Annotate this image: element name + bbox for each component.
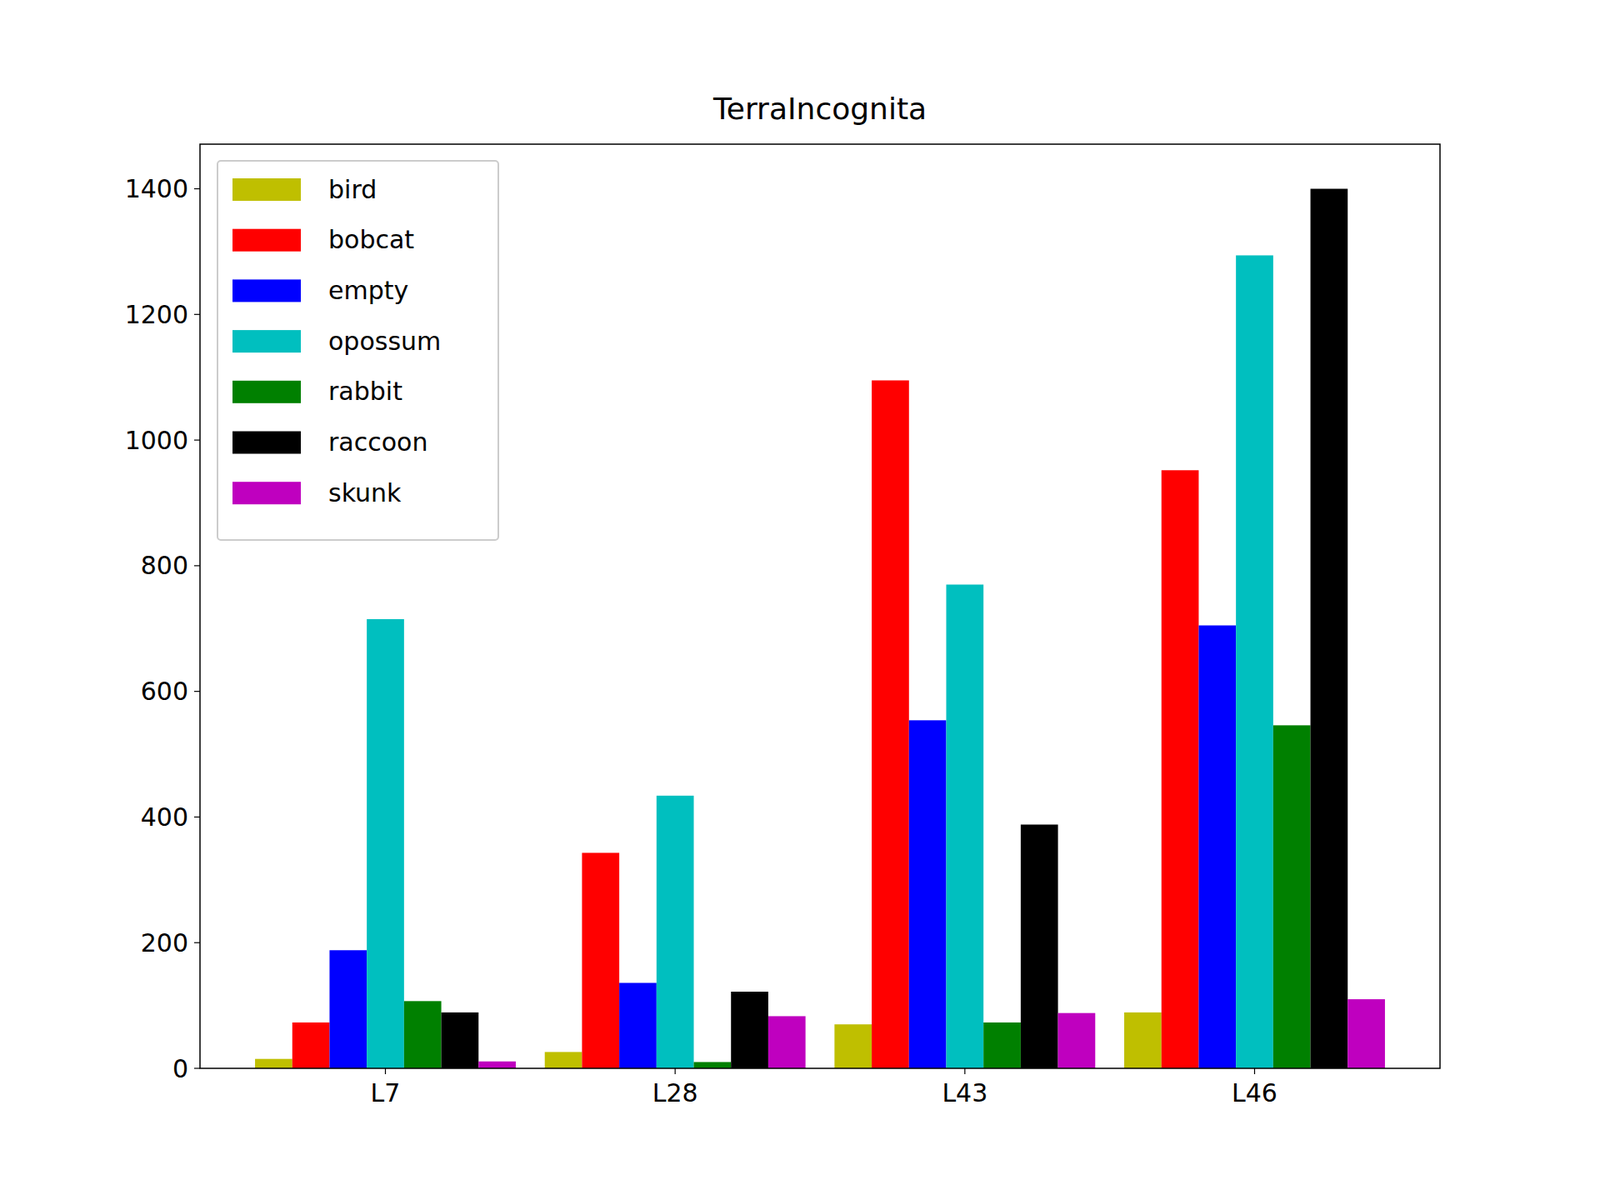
y-tick <box>194 439 200 440</box>
y-tick-label: 800 <box>140 550 189 580</box>
plot-frame <box>200 144 1440 1069</box>
bar <box>1235 255 1274 1069</box>
bar <box>292 1022 330 1069</box>
bar <box>255 1059 293 1069</box>
y-tick-label: 600 <box>140 676 189 706</box>
bar <box>694 1061 732 1069</box>
legend-label: raccoon <box>328 427 428 457</box>
bar <box>871 380 910 1069</box>
bar <box>441 1012 480 1069</box>
legend-swatch <box>232 279 301 302</box>
bar <box>581 852 620 1069</box>
bar <box>478 1061 516 1069</box>
x-tick-label: L28 <box>652 1078 699 1108</box>
chart-title: TerraIncognita <box>712 91 927 126</box>
y-tick-label: 200 <box>140 928 189 958</box>
legend-label: empty <box>328 275 409 305</box>
y-tick <box>194 816 200 818</box>
bar <box>730 991 769 1069</box>
chart-container: 0 200 400 600 800 1000 1200 1400 L7 L28 L43 L46 Terr… <box>0 0 1600 1200</box>
bar <box>1273 725 1311 1069</box>
legend-swatch <box>232 229 301 252</box>
x-tick <box>675 1068 676 1075</box>
bar <box>909 720 947 1069</box>
bar <box>768 1015 806 1069</box>
legend-label: rabbit <box>328 376 403 406</box>
background <box>0 0 1600 1200</box>
bar <box>619 982 657 1069</box>
y-tick-label: 0 <box>172 1054 189 1084</box>
legend-label: bird <box>328 175 377 205</box>
y-tick-label: 400 <box>140 802 189 832</box>
bar <box>1020 824 1059 1069</box>
y-tick <box>194 314 200 315</box>
bar <box>1058 1013 1096 1069</box>
bar <box>656 795 695 1069</box>
y-tick <box>194 565 200 566</box>
legend-label: opossum <box>328 326 441 356</box>
legend-label: skunk <box>328 478 402 508</box>
legend-swatch <box>232 481 301 505</box>
legend-box <box>217 160 499 540</box>
chart-svg: 0 200 400 600 800 1000 1200 1400 L7 L28 L43 L46 Terr… <box>0 0 1600 1200</box>
legend-swatch <box>232 431 301 455</box>
bar <box>366 619 405 1069</box>
x-tick-label: L7 <box>370 1078 401 1108</box>
bar <box>945 584 984 1069</box>
legend-swatch <box>232 178 301 201</box>
bar <box>1347 999 1385 1069</box>
x-tick <box>964 1068 965 1075</box>
bar <box>834 1024 872 1069</box>
y-tick-label: 1000 <box>125 425 189 455</box>
bar <box>1310 189 1349 1069</box>
x-tick-label: L43 <box>941 1078 988 1108</box>
bar <box>329 950 367 1069</box>
bar <box>1124 1012 1162 1069</box>
y-tick <box>194 942 200 944</box>
y-tick <box>194 188 200 190</box>
x-tick <box>1254 1068 1255 1075</box>
legend-swatch <box>232 380 301 404</box>
bar <box>983 1022 1021 1069</box>
bar <box>1161 470 1200 1069</box>
x-tick <box>385 1068 386 1075</box>
y-tick-label: 1400 <box>125 174 189 204</box>
y-tick <box>194 690 200 692</box>
bar <box>404 1000 442 1069</box>
legend-swatch <box>232 330 301 353</box>
legend: bird bobcat empty opossum rabbit raccoon skunk <box>217 160 499 540</box>
bar <box>545 1051 583 1069</box>
y-tick <box>194 1067 200 1069</box>
y-tick-label: 1200 <box>125 300 189 330</box>
x-tick-label: L46 <box>1231 1078 1278 1108</box>
legend-label: bobcat <box>328 225 415 255</box>
bar <box>1198 625 1236 1069</box>
